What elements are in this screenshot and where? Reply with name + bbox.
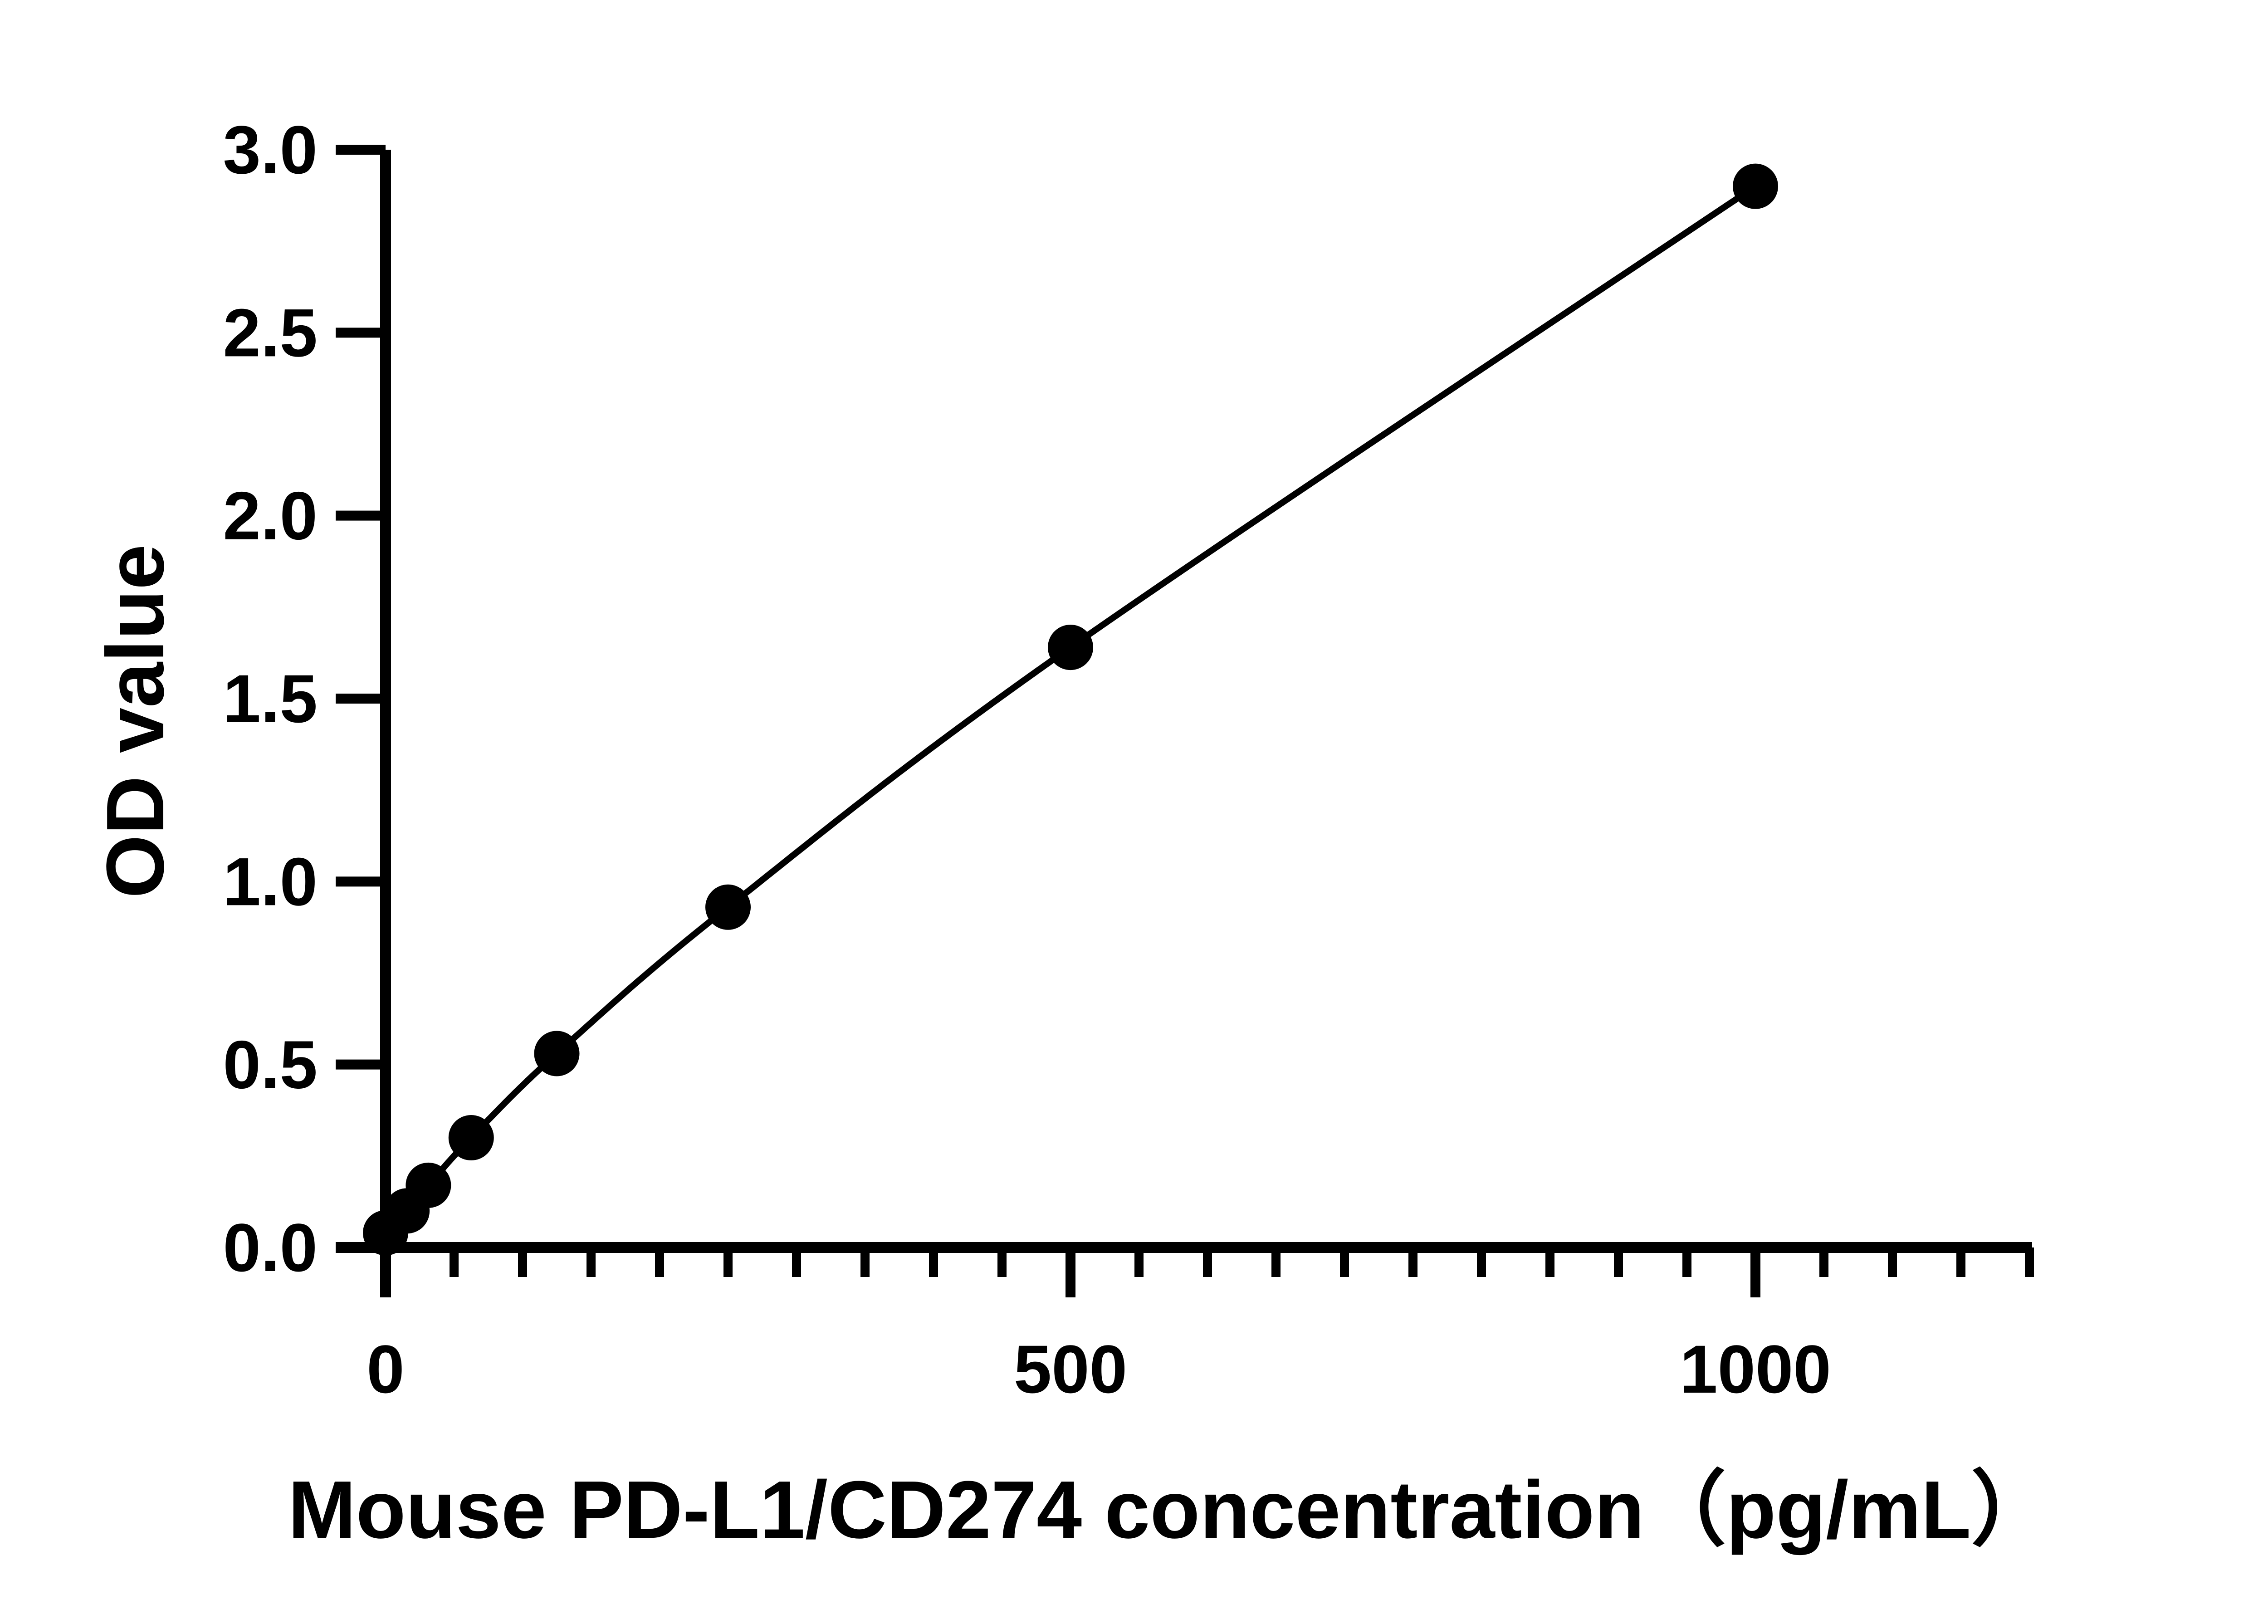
- y-tick-label: 1.5: [223, 660, 318, 737]
- y-axis-title: OD value: [90, 544, 181, 898]
- y-tick-label: 0.5: [223, 1027, 318, 1103]
- x-axis-title: Mouse PD-L1/CD274 concentration（pg/mL）: [288, 1464, 2053, 1556]
- standard-curve-line: [383, 183, 1757, 1235]
- data-point: [705, 884, 751, 930]
- tick-labels: 0.0 0.5 1.0 1.5 2.0 2.5 3.0 0 500 1000: [223, 112, 1831, 1407]
- x-tick-label: 500: [1014, 1331, 1127, 1407]
- y-tick-label: 2.5: [223, 294, 318, 371]
- curve-layer: [383, 183, 1757, 1235]
- x-tick-label: 0: [367, 1331, 404, 1407]
- y-tick-label: 3.0: [223, 112, 318, 188]
- x-tick-label: 1000: [1680, 1331, 1831, 1407]
- y-tick-label: 0.0: [223, 1209, 318, 1286]
- data-point: [1733, 163, 1778, 209]
- data-point: [534, 1031, 580, 1076]
- data-point: [406, 1162, 451, 1208]
- data-points: [363, 163, 1778, 1256]
- data-point: [448, 1115, 494, 1160]
- data-point: [1048, 625, 1093, 670]
- axes: [336, 150, 2032, 1297]
- y-tick-label: 2.0: [223, 478, 318, 554]
- y-tick-label: 1.0: [223, 843, 318, 920]
- axis-ticks: [336, 145, 2034, 1297]
